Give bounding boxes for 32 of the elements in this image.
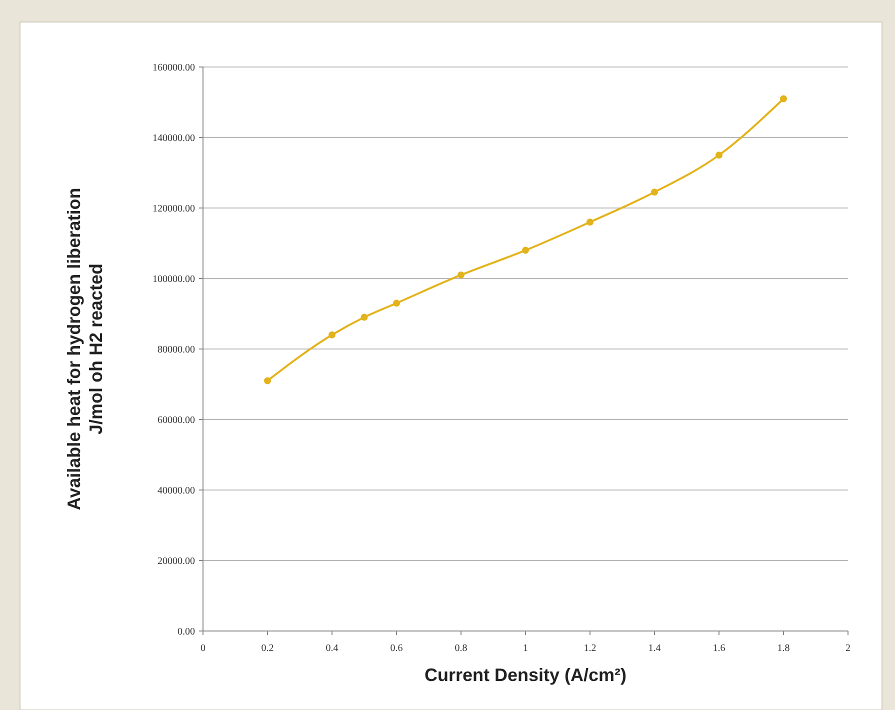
y-tick-label: 80000.00 [158,344,195,356]
point [651,188,658,196]
y-tick-label: 60000.00 [158,415,195,426]
y-tick-label: 120000.00 [152,204,195,214]
x-axis-title: Current Density (A/cm²) [424,665,627,685]
x-tick-label: 1.6 [712,643,726,654]
x-tick-label: 0.6 [390,643,403,654]
y-tick-label: 0.00 [178,626,195,638]
point [360,314,368,321]
point [458,271,464,278]
y-axis-title: Available heat for hydrogen liberation J/mol oh H2 reacted [64,188,106,510]
point [586,218,594,226]
x-tick-label: 1 [523,643,528,654]
y-tick-label: 40000.00 [158,486,195,496]
x-tick-label: 1.4 [648,643,661,654]
point [780,95,787,102]
point [328,331,336,338]
x-tick-label: 1.8 [777,643,790,654]
x-tick-label: 0.4 [326,643,338,654]
x-tick-label: 0 [200,643,206,654]
point [716,152,722,159]
y-tick-label: 20000.00 [158,556,195,567]
point [522,246,529,254]
y-tick-label: 160000.00 [152,62,195,74]
x-tick-label: 1.2 [584,643,596,654]
x-tick-label: 0.8 [454,643,468,654]
y-tick-label: 100000.00 [152,274,195,285]
point [393,300,400,307]
y-tick-label: 140000.00 [152,133,195,144]
point [264,377,271,384]
x-tick-label: 2 [846,643,850,654]
x-tick-label: 0.2 [261,643,274,654]
